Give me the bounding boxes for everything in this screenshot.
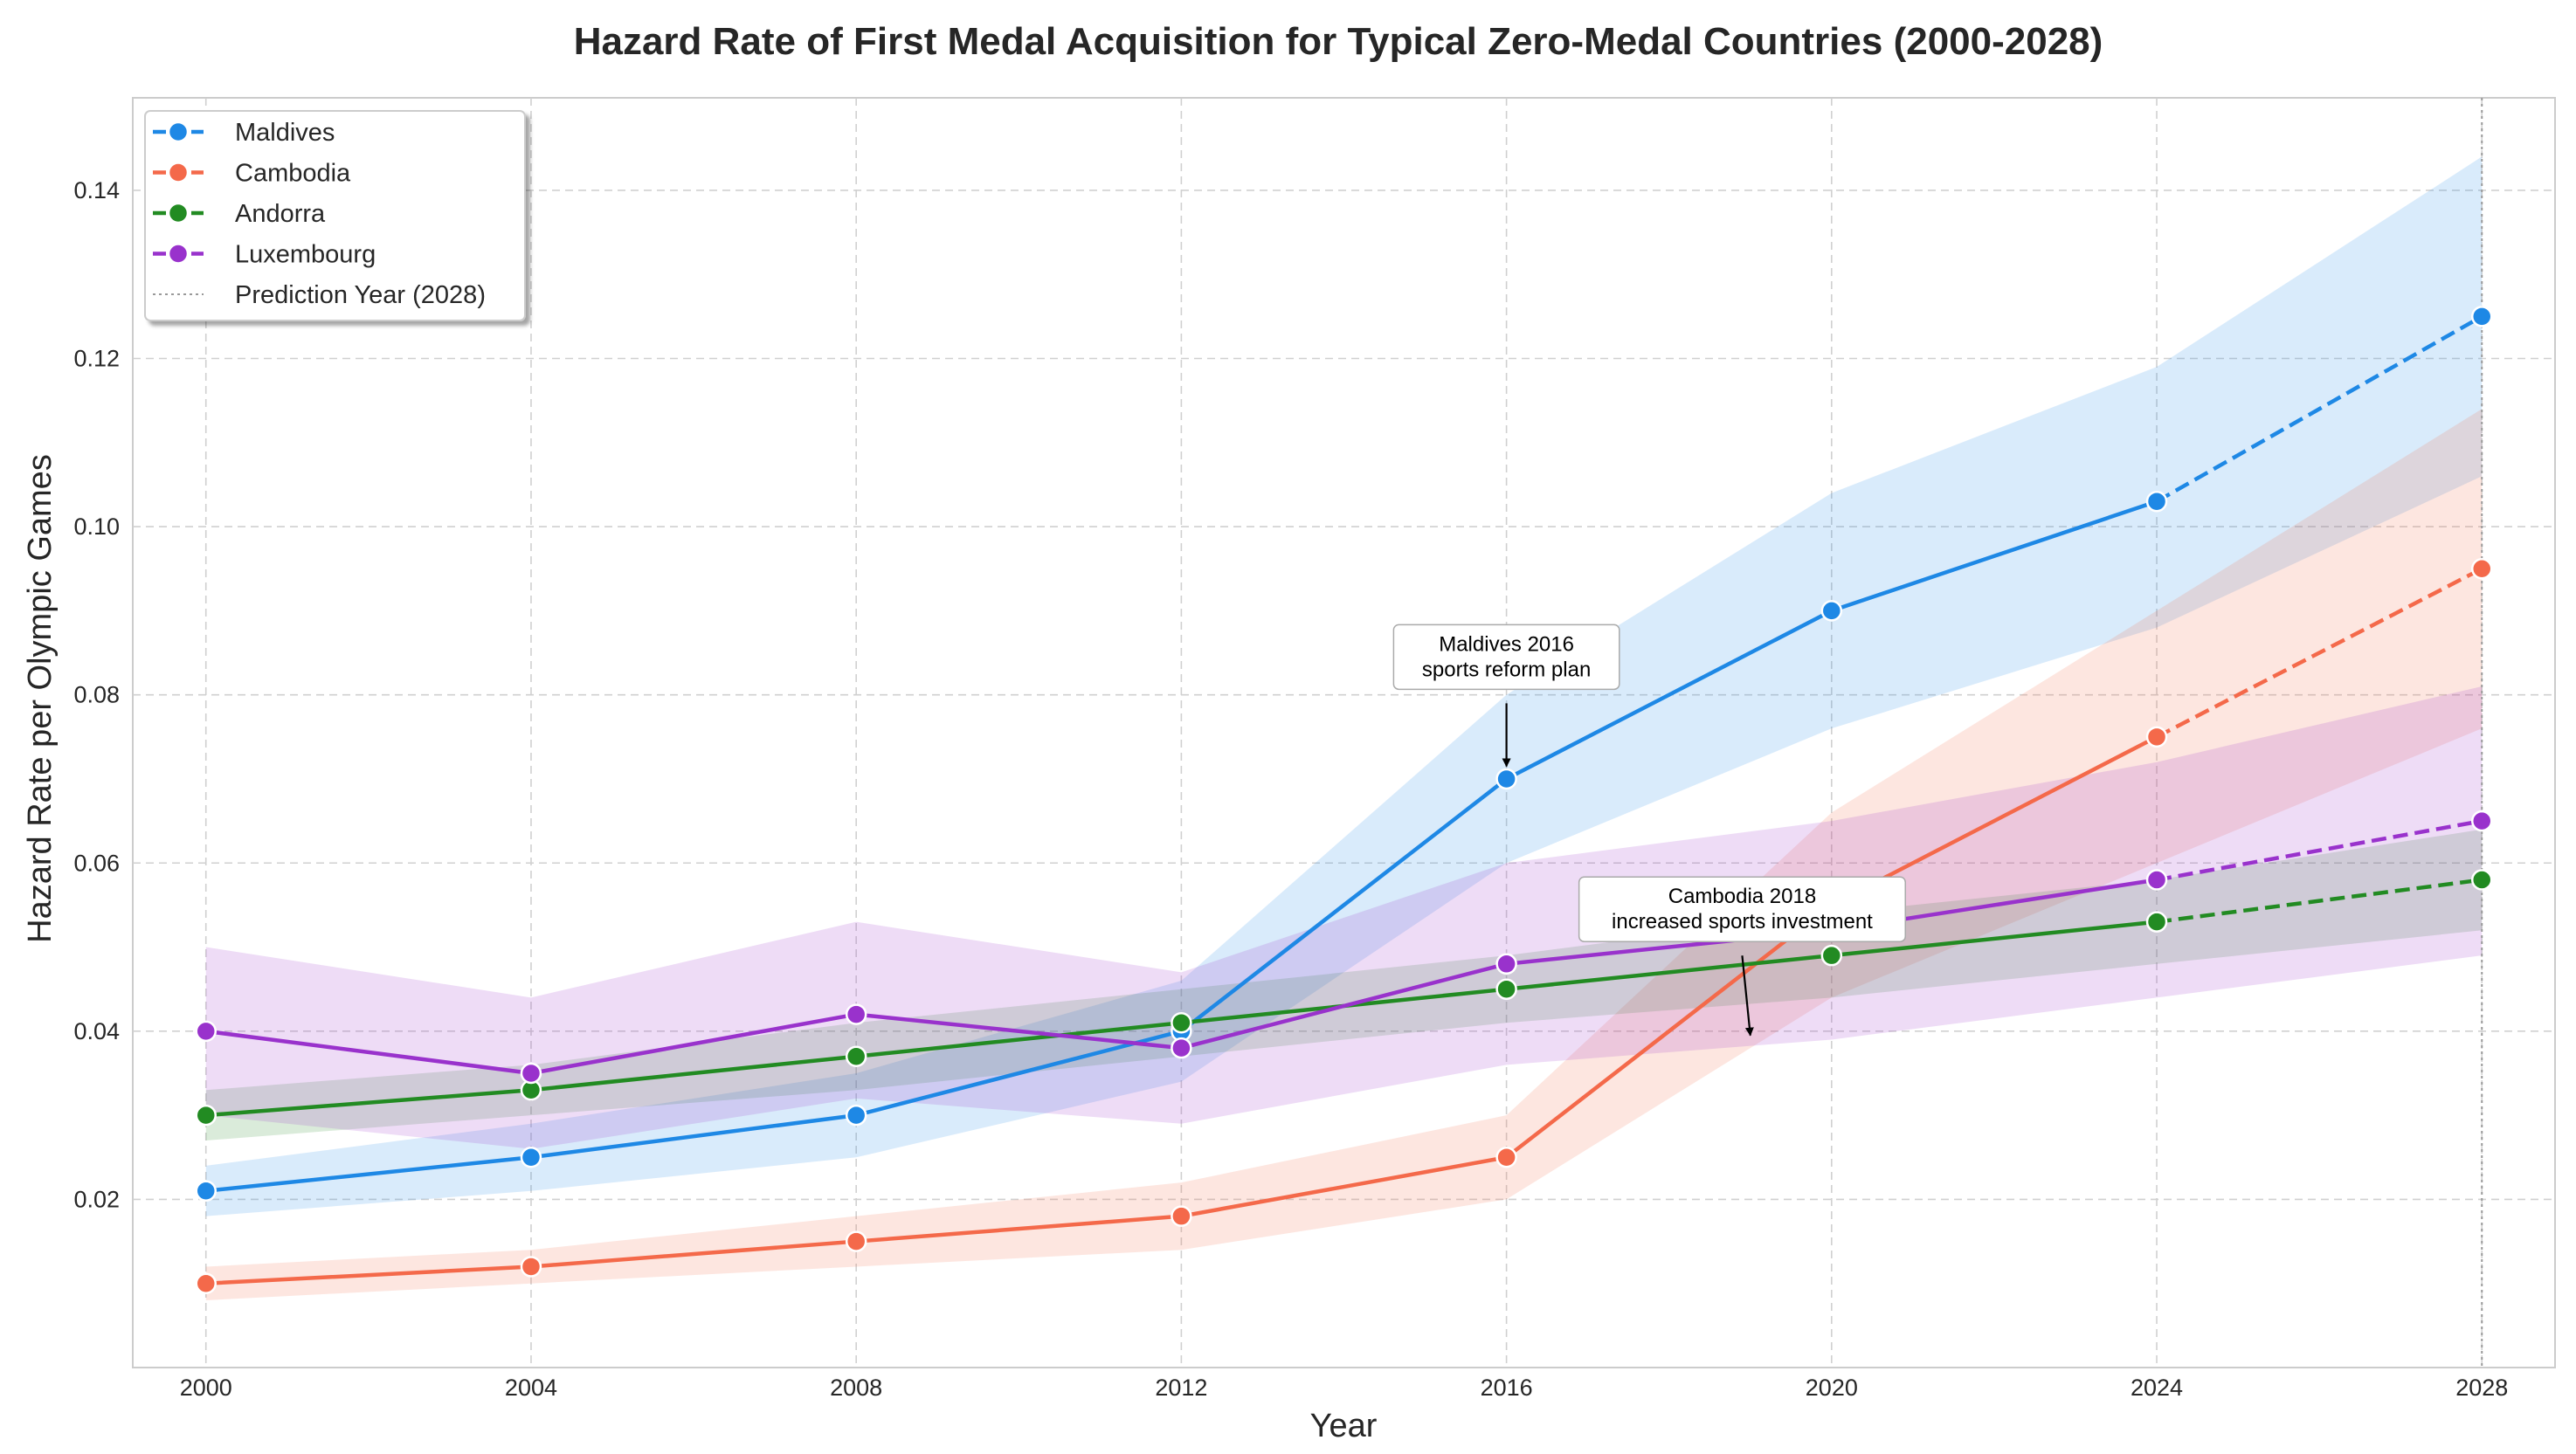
andorra-point xyxy=(1495,978,1517,1000)
legend-item-andorra: Andorra xyxy=(153,200,326,228)
chart-title: Hazard Rate of First Medal Acquisition f… xyxy=(574,20,2103,63)
x-tick-label: 2000 xyxy=(180,1375,232,1401)
x-tick-label: 2012 xyxy=(1155,1375,1207,1401)
legend-label: Luxembourg xyxy=(235,241,376,269)
maldives-point xyxy=(845,1104,867,1127)
annotation-text: Maldives 2016 xyxy=(1439,632,1574,656)
andorra-point xyxy=(2145,911,2168,933)
x-tick-label: 2020 xyxy=(1806,1375,1858,1401)
cambodia-point xyxy=(1171,1205,1192,1227)
x-tick-label: 2008 xyxy=(830,1375,882,1401)
legend-item-luxembourg: Luxembourg xyxy=(153,241,376,269)
y-tick-label: 0.06 xyxy=(73,850,120,876)
luxembourg-point xyxy=(520,1062,542,1085)
legend-label: Cambodia xyxy=(235,160,351,188)
annotation-text: increased sports investment xyxy=(1612,910,1873,934)
cambodia-point xyxy=(2471,557,2493,580)
y-axis-label: Hazard Rate per Olympic Games xyxy=(22,454,59,943)
x-tick-label: 2024 xyxy=(2131,1375,2183,1401)
annotation-text: sports reform plan xyxy=(1422,658,1591,681)
y-gridlines xyxy=(133,190,2555,1201)
legend-box xyxy=(144,110,526,321)
y-tick-label: 0.04 xyxy=(73,1018,120,1044)
maldives-point xyxy=(1820,600,1843,622)
legend-item-maldives: Maldives xyxy=(153,119,335,147)
y-tick-label: 0.12 xyxy=(73,346,120,372)
annotation-text: Cambodia 2018 xyxy=(1668,885,1816,908)
luxembourg-confidence-band xyxy=(205,686,2483,1149)
luxembourg-point xyxy=(195,1020,217,1043)
cambodia-point xyxy=(845,1230,867,1252)
annotation-box xyxy=(1392,624,1620,691)
cambodia-confidence-band xyxy=(205,409,2483,1300)
andorra-point xyxy=(845,1045,867,1067)
legend-item-cambodia: Cambodia xyxy=(153,160,351,188)
cambodia-point xyxy=(520,1256,542,1278)
cambodia-point xyxy=(2145,726,2168,748)
maldives-line-predicted xyxy=(2155,314,2483,504)
legend: Maldives Cambodia Andorra Luxembourg Predict… xyxy=(144,110,526,321)
x-axis-label: Year xyxy=(1310,1408,1378,1444)
y-tick-label: 0.10 xyxy=(73,513,120,540)
cambodia-point xyxy=(1495,1147,1517,1168)
legend-marker xyxy=(167,243,190,265)
cambodia-line-predicted xyxy=(2156,567,2483,739)
series-markers xyxy=(195,306,2493,1294)
maldives-point xyxy=(195,1180,217,1202)
confidence-bands xyxy=(205,156,2483,1300)
legend-label: Prediction Year (2028) xyxy=(235,281,486,309)
x-tick-label: 2028 xyxy=(2455,1375,2508,1401)
luxembourg-point xyxy=(2471,810,2493,832)
andorra-confidence-band xyxy=(205,829,2483,1141)
x-tick-label: 2016 xyxy=(1481,1375,1533,1401)
maldives-point xyxy=(1495,768,1517,790)
luxembourg-point xyxy=(2145,869,2168,891)
luxembourg-point xyxy=(1495,953,1517,975)
annotation-arrow xyxy=(1741,955,1754,1037)
cambodia-point xyxy=(195,1272,217,1294)
x-tick-labels: 2000 2004 2008 2012 2016 2020 2024 2028 xyxy=(180,1375,2509,1401)
maldives-point xyxy=(2471,306,2493,327)
legend-marker xyxy=(167,121,190,143)
y-tick-label: 0.14 xyxy=(73,177,120,203)
y-tick-label: 0.02 xyxy=(73,1186,120,1212)
legend-marker xyxy=(167,162,190,183)
andorra-point xyxy=(1171,1011,1192,1034)
luxembourg-line-predicted xyxy=(2156,818,2483,882)
legend-item-prediction: Prediction Year (2028) xyxy=(153,281,486,309)
maldives-point xyxy=(2145,490,2168,513)
luxembourg-point xyxy=(845,1003,867,1025)
x-tick-label: 2004 xyxy=(505,1375,557,1401)
y-tick-label: 0.08 xyxy=(73,682,120,708)
andorra-point xyxy=(195,1104,217,1127)
y-tick-labels: 0.02 0.04 0.06 0.08 0.10 0.12 0.14 xyxy=(73,177,120,1212)
andorra-line-predicted xyxy=(2156,878,2483,924)
luxembourg-point xyxy=(1171,1037,1192,1059)
legend-label: Andorra xyxy=(235,200,326,228)
legend-label: Maldives xyxy=(235,119,335,147)
andorra-point xyxy=(1820,944,1843,967)
maldives-point xyxy=(520,1147,542,1168)
annotation-box xyxy=(1578,876,1907,942)
andorra-point xyxy=(2471,869,2493,891)
legend-marker xyxy=(167,202,190,224)
